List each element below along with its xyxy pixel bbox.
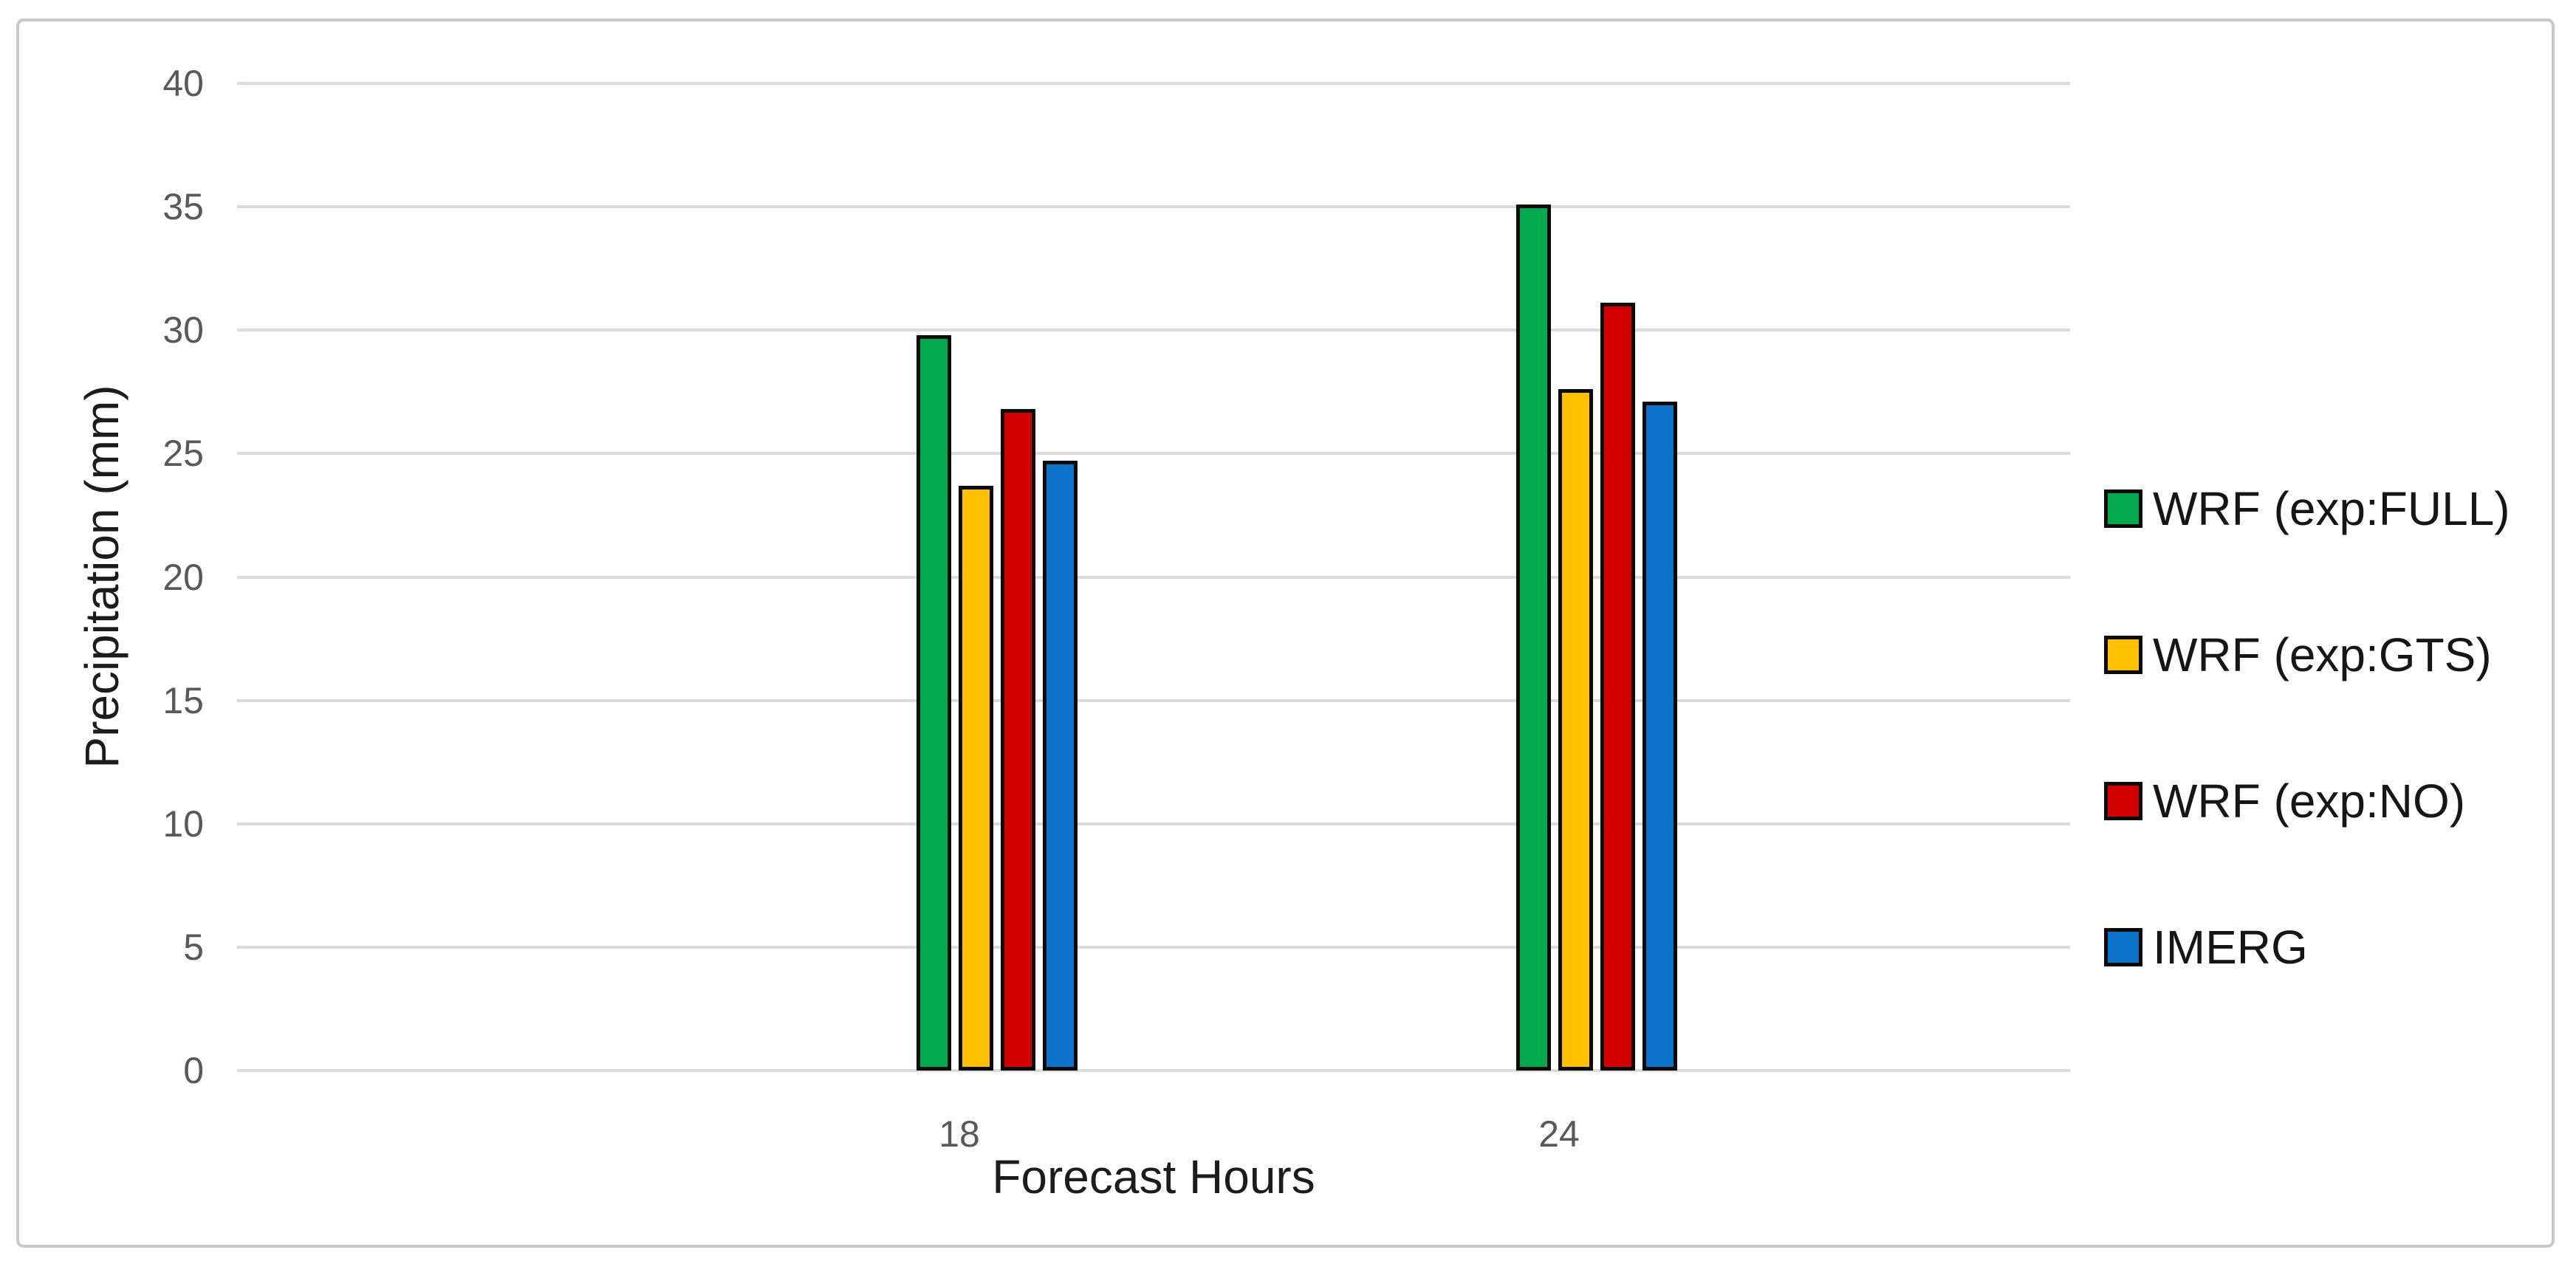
gridline-y-25 (237, 452, 2070, 455)
bar-wrf-exp-gts-24 (1558, 389, 1593, 1071)
gridline-y-35 (237, 205, 2070, 208)
bar-imerg-24 (1642, 402, 1677, 1071)
gridline-y-20 (237, 576, 2070, 579)
legend-item-imerg: IMERG (2104, 910, 2308, 984)
legend-item-wrf-exp-full: WRF (exp:FULL) (2104, 472, 2510, 546)
x-tick-label: 24 (1538, 1113, 1580, 1155)
bar-wrf-exp-full-18 (917, 335, 951, 1071)
gridline-y-40 (237, 82, 2070, 85)
y-tick-label: 25 (162, 433, 204, 474)
figure-frame: Precipitation (mm) 0 5 10 15 20 25 30 35 40 18 24… (16, 18, 2555, 1248)
legend-item-label: WRF (exp:GTS) (2153, 628, 2492, 681)
y-tick-label: 35 (162, 186, 204, 227)
gridline-y-5 (237, 946, 2070, 949)
bar-wrf-exp-no-24 (1600, 303, 1635, 1071)
y-tick-label: 5 (183, 927, 204, 968)
gridline-y-10 (237, 822, 2070, 825)
legend-swatch (2104, 928, 2142, 966)
y-tick-label: 40 (162, 63, 204, 104)
y-tick-label: 0 (183, 1050, 204, 1091)
y-tick-label: 15 (162, 680, 204, 721)
legend-swatch (2104, 782, 2142, 820)
legend-swatch (2104, 636, 2142, 674)
bar-wrf-exp-gts-18 (959, 486, 993, 1071)
y-tick-label: 10 (162, 803, 204, 845)
legend-item-label: WRF (exp:FULL) (2153, 482, 2510, 535)
y-tick-label: 20 (162, 557, 204, 598)
bar-wrf-exp-full-24 (1516, 205, 1551, 1071)
x-axis-title: Forecast Hours (992, 1150, 1315, 1203)
legend-item-label: IMERG (2153, 921, 2308, 974)
legend-item-wrf-exp-no: WRF (exp:NO) (2104, 764, 2465, 838)
bar-imerg-18 (1043, 461, 1078, 1071)
legend-item-label: WRF (exp:NO) (2153, 774, 2466, 828)
legend-swatch (2104, 489, 2142, 528)
x-tick-label: 18 (939, 1113, 980, 1155)
legend-item-wrf-exp-gts: WRF (exp:GTS) (2104, 618, 2492, 692)
gridline-y-0 (237, 1069, 2070, 1072)
y-tick-label: 30 (162, 309, 204, 351)
gridline-y-15 (237, 699, 2070, 702)
bar-wrf-exp-no-18 (1001, 409, 1035, 1071)
plot-area (237, 82, 2070, 1072)
gridline-y-30 (237, 329, 2070, 331)
